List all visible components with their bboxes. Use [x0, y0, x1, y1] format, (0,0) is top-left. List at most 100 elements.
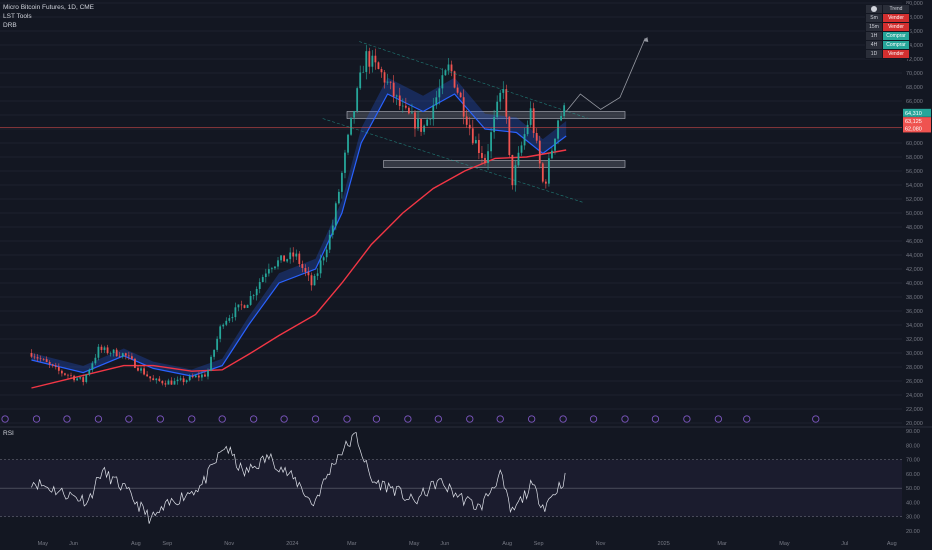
candle-body	[502, 89, 505, 93]
candle-body	[33, 356, 36, 358]
price-tick-label: 68,000	[906, 85, 923, 91]
trend-row: 4H Comprar	[865, 40, 910, 50]
projection-path	[565, 37, 646, 112]
price-tick-label: 72,000	[906, 57, 923, 63]
event-marker	[188, 415, 196, 423]
chart-legend: Micro Bitcoin Futures, 1D, CME LST Tools…	[3, 3, 94, 30]
candle-body	[234, 307, 237, 318]
price-tick-label: 44,000	[906, 253, 923, 259]
candle-body	[188, 376, 191, 381]
candle-body	[158, 378, 161, 381]
candle-body	[109, 353, 112, 354]
candle-body	[167, 380, 170, 385]
event-marker	[651, 415, 660, 423]
grid	[0, 2, 932, 428]
trend-timeframe: Sm	[865, 13, 883, 23]
time-tick-label: May	[779, 541, 790, 547]
time-tick-label: Mar	[347, 541, 357, 547]
candle-body	[447, 64, 450, 71]
candle-body	[191, 376, 194, 378]
event-marker	[683, 415, 691, 423]
event-marker	[496, 415, 504, 423]
candle-body	[368, 51, 371, 67]
event-marker	[125, 415, 133, 423]
candles	[30, 45, 566, 388]
event-marker	[404, 415, 412, 423]
trend-row: 1H Comprar	[865, 31, 910, 41]
candle-body	[520, 145, 523, 153]
candle-body	[76, 378, 79, 381]
candle-body	[319, 260, 322, 274]
candle-body	[240, 304, 243, 306]
price-label: 63,125	[905, 119, 922, 125]
trend-timeframe: 1H	[865, 31, 883, 41]
candle-body	[216, 338, 219, 350]
indicator-drb[interactable]: DRB	[3, 22, 17, 29]
candle-body	[423, 125, 426, 132]
price-tick-label: 40,000	[906, 281, 923, 287]
channel-lower	[322, 118, 584, 203]
candle-body	[185, 380, 188, 383]
candle-body	[85, 374, 88, 382]
candle-body	[404, 105, 407, 108]
candle-body	[362, 71, 365, 73]
candle-body	[292, 252, 295, 257]
time-tick-label: 2024	[286, 541, 298, 547]
price-label-box	[903, 117, 931, 126]
overlay	[0, 37, 902, 423]
candle-body	[237, 304, 240, 308]
time-axis[interactable]: May Jun Aug Sep Nov 2024 Mar May Jun Aug Sep Nov 202…	[38, 541, 897, 547]
candle-body	[42, 358, 45, 360]
candle-body	[499, 92, 502, 102]
candle-body	[295, 253, 298, 257]
candle-body	[298, 253, 301, 265]
candle-body	[374, 55, 377, 63]
rsi-pane	[0, 431, 902, 524]
price-tick-label: 38,000	[906, 295, 923, 301]
price-tick-label: 58,000	[906, 155, 923, 161]
rsi-line	[31, 431, 566, 524]
candle-body	[249, 296, 252, 305]
candle-body	[213, 349, 215, 357]
candle-body	[398, 95, 401, 106]
symbol-title[interactable]: Micro Bitcoin Futures, 1D, CME	[3, 4, 95, 11]
rsi-pane-label[interactable]: RSI	[3, 430, 14, 437]
candle-body	[91, 363, 94, 370]
trend-signal: Vender	[882, 22, 910, 32]
indicator-lst-tools[interactable]: LST Tools	[3, 13, 32, 20]
candle-body	[103, 347, 106, 350]
time-tick-label: May	[409, 541, 420, 547]
candle-body	[563, 105, 566, 117]
candle-body	[140, 368, 142, 371]
candle-body	[134, 358, 136, 368]
event-marker	[63, 415, 71, 423]
trend-signal: Comprar	[882, 40, 910, 50]
candle-body	[64, 373, 66, 375]
candle-body	[283, 255, 285, 262]
candle-body	[337, 191, 340, 204]
price-label: 64,310	[905, 111, 922, 117]
candle-body	[441, 75, 444, 89]
trend-signal: Comprar	[882, 31, 910, 41]
time-tick-label: Jun	[440, 541, 449, 547]
candle-body	[201, 374, 203, 378]
candle-body	[383, 72, 386, 83]
event-marker	[280, 415, 288, 423]
price-axis[interactable]: 20,000 22,000 24,000 26,000 28,000 30,000 32,0…	[903, 1, 931, 535]
price-tick-label: 76,000	[906, 29, 923, 35]
candle-body	[246, 304, 249, 308]
candle-body	[67, 374, 69, 376]
time-tick-label: Jul	[841, 541, 848, 547]
settings-icon	[865, 4, 883, 14]
candle-body	[277, 260, 279, 267]
candle-body	[328, 234, 331, 250]
event-marker	[621, 415, 629, 423]
candle-body	[334, 203, 337, 226]
rsi-tick-label: 90.00	[906, 429, 920, 435]
candle-body	[48, 362, 51, 365]
trend-timeframe: 15m	[865, 22, 883, 32]
candle-body	[377, 62, 380, 69]
trend-header: Trend	[882, 4, 910, 14]
candle-body	[100, 346, 103, 350]
